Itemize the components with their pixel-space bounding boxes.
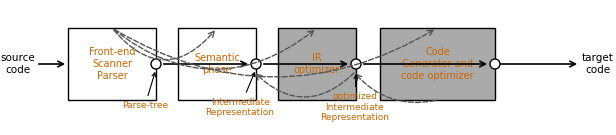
Text: Code
Generator and
code optimizer: Code Generator and code optimizer xyxy=(401,47,474,81)
Text: optimized
Intermediate
Representation: optimized Intermediate Representation xyxy=(320,75,389,122)
FancyBboxPatch shape xyxy=(278,28,356,100)
Circle shape xyxy=(151,59,161,69)
Circle shape xyxy=(251,59,261,69)
Text: Front-end
Scanner
Parser: Front-end Scanner Parser xyxy=(89,47,136,81)
Circle shape xyxy=(351,59,361,69)
FancyBboxPatch shape xyxy=(178,28,256,100)
Text: source
code: source code xyxy=(1,53,35,75)
Text: target
code: target code xyxy=(582,53,614,75)
Text: Parse-tree: Parse-tree xyxy=(122,73,168,110)
Circle shape xyxy=(490,59,500,69)
Text: Intermediate
Representation: Intermediate Representation xyxy=(206,73,275,117)
FancyBboxPatch shape xyxy=(380,28,495,100)
FancyBboxPatch shape xyxy=(68,28,156,100)
Text: Semantic
phase: Semantic phase xyxy=(194,53,240,75)
Text: IR
optimizer: IR optimizer xyxy=(294,53,340,75)
